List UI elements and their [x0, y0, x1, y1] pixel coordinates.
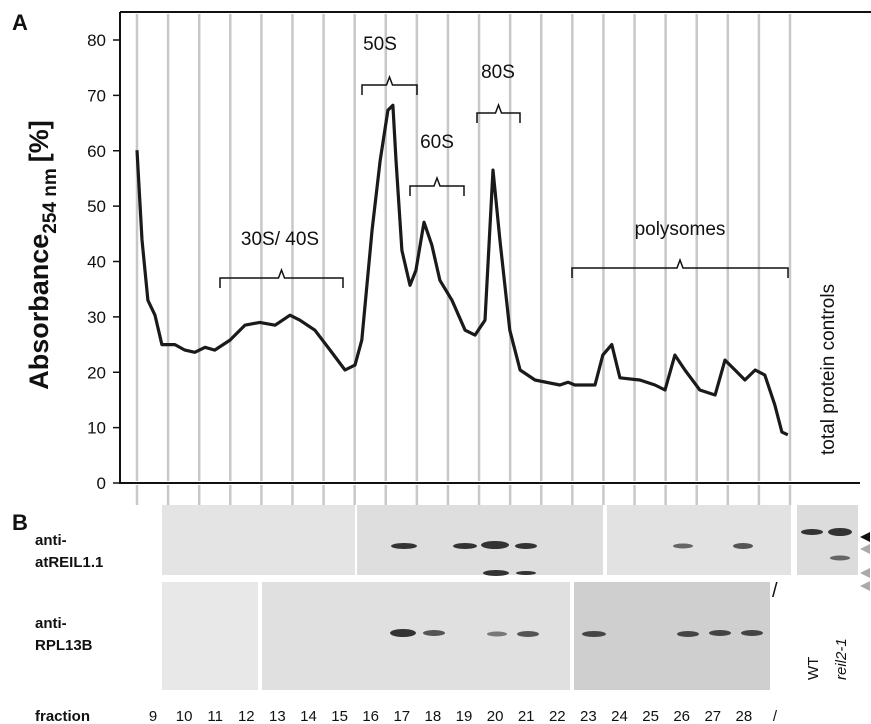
band: [830, 556, 850, 561]
fraction-number: 24: [611, 708, 628, 724]
band: [828, 528, 852, 536]
band: [801, 529, 823, 535]
arrow: [860, 568, 870, 578]
arrow: [860, 544, 870, 554]
y-tick-label: 40: [87, 253, 106, 272]
fraction-number: 26: [673, 708, 690, 724]
arrow: [860, 581, 870, 591]
blots: [162, 505, 870, 690]
y-tick-label: 10: [87, 419, 106, 438]
annotation: 30S/ 40S: [241, 229, 319, 250]
y-tick-label: 70: [87, 86, 106, 105]
band: [423, 630, 445, 636]
blot: [162, 582, 258, 690]
annotation: polysomes: [635, 219, 726, 240]
fraction-number: 13: [269, 708, 286, 724]
fraction-number: 9: [149, 708, 157, 724]
band: [582, 631, 606, 637]
fraction-number: 25: [642, 708, 659, 724]
lane-label: reil2-1: [833, 638, 850, 680]
band: [741, 630, 763, 636]
annotation: 50S: [363, 34, 397, 55]
fraction-number: 27: [704, 708, 721, 724]
y-axis-label: Absorbance254 nm [%]: [24, 120, 61, 390]
fraction-number: 21: [518, 708, 535, 724]
band: [515, 543, 537, 549]
blot: [607, 505, 791, 575]
bracket: [362, 77, 417, 95]
fraction-number: 28: [736, 708, 753, 724]
panel-label: B: [12, 510, 28, 535]
fraction-number: 11: [207, 708, 223, 724]
fraction-number: 19: [456, 708, 473, 724]
blot: [162, 505, 355, 575]
fraction-number: 17: [393, 708, 410, 724]
blot-label: atREIL1.1: [35, 554, 103, 571]
band: [516, 571, 536, 575]
band: [517, 631, 539, 637]
y-label-unit: [%]: [24, 120, 54, 162]
blot: [797, 505, 858, 575]
fraction-number: /: [773, 708, 778, 724]
y-label-main: Absorbance: [24, 234, 54, 390]
band: [390, 629, 416, 637]
y-tick-label: 0: [97, 474, 106, 493]
fraction-number: 10: [176, 708, 193, 724]
band: [709, 630, 731, 636]
blot-label: anti-: [35, 615, 67, 632]
band: [483, 570, 509, 576]
lane-label: WT: [805, 657, 822, 680]
band: [733, 543, 753, 549]
blot: [357, 505, 603, 575]
fraction-number: 15: [331, 708, 348, 724]
panel-label: A: [12, 10, 28, 35]
annotation: 80S: [481, 62, 515, 83]
band: [677, 631, 699, 637]
fraction-number: 23: [580, 708, 597, 724]
side-label: total protein controls: [818, 284, 839, 455]
absorbance-line: [137, 105, 788, 435]
fraction-number: 12: [238, 708, 255, 724]
band: [673, 544, 693, 549]
blot-label: anti-: [35, 532, 67, 549]
fraction-number: 18: [425, 708, 442, 724]
fraction-number: 16: [362, 708, 379, 724]
y-tick-label: 60: [87, 142, 106, 161]
arrow: [860, 532, 870, 542]
bracket: [477, 105, 520, 123]
band: [391, 543, 417, 549]
y-label-sub: 254 nm: [40, 168, 61, 233]
band: [453, 543, 477, 549]
y-tick-label: 50: [87, 197, 106, 216]
fraction-number: 14: [300, 708, 317, 724]
y-tick-label: 80: [87, 31, 106, 50]
figure: A B Absorbance254 nm [%] total protein co…: [0, 0, 871, 724]
y-tick-label: 20: [87, 363, 106, 382]
fraction-label: fraction: [35, 708, 90, 724]
blot: [574, 582, 770, 690]
band: [487, 632, 507, 637]
fraction-number: 22: [549, 708, 566, 724]
blot-label: RPL13B: [35, 637, 93, 654]
separator: /: [772, 580, 778, 602]
annotation: 60S: [420, 132, 454, 153]
band: [481, 541, 509, 549]
fraction-number: 20: [487, 708, 504, 724]
y-tick-label: 30: [87, 308, 106, 327]
page: {"panel_labels": ["A", "B"], "chart_data…: [0, 0, 871, 724]
